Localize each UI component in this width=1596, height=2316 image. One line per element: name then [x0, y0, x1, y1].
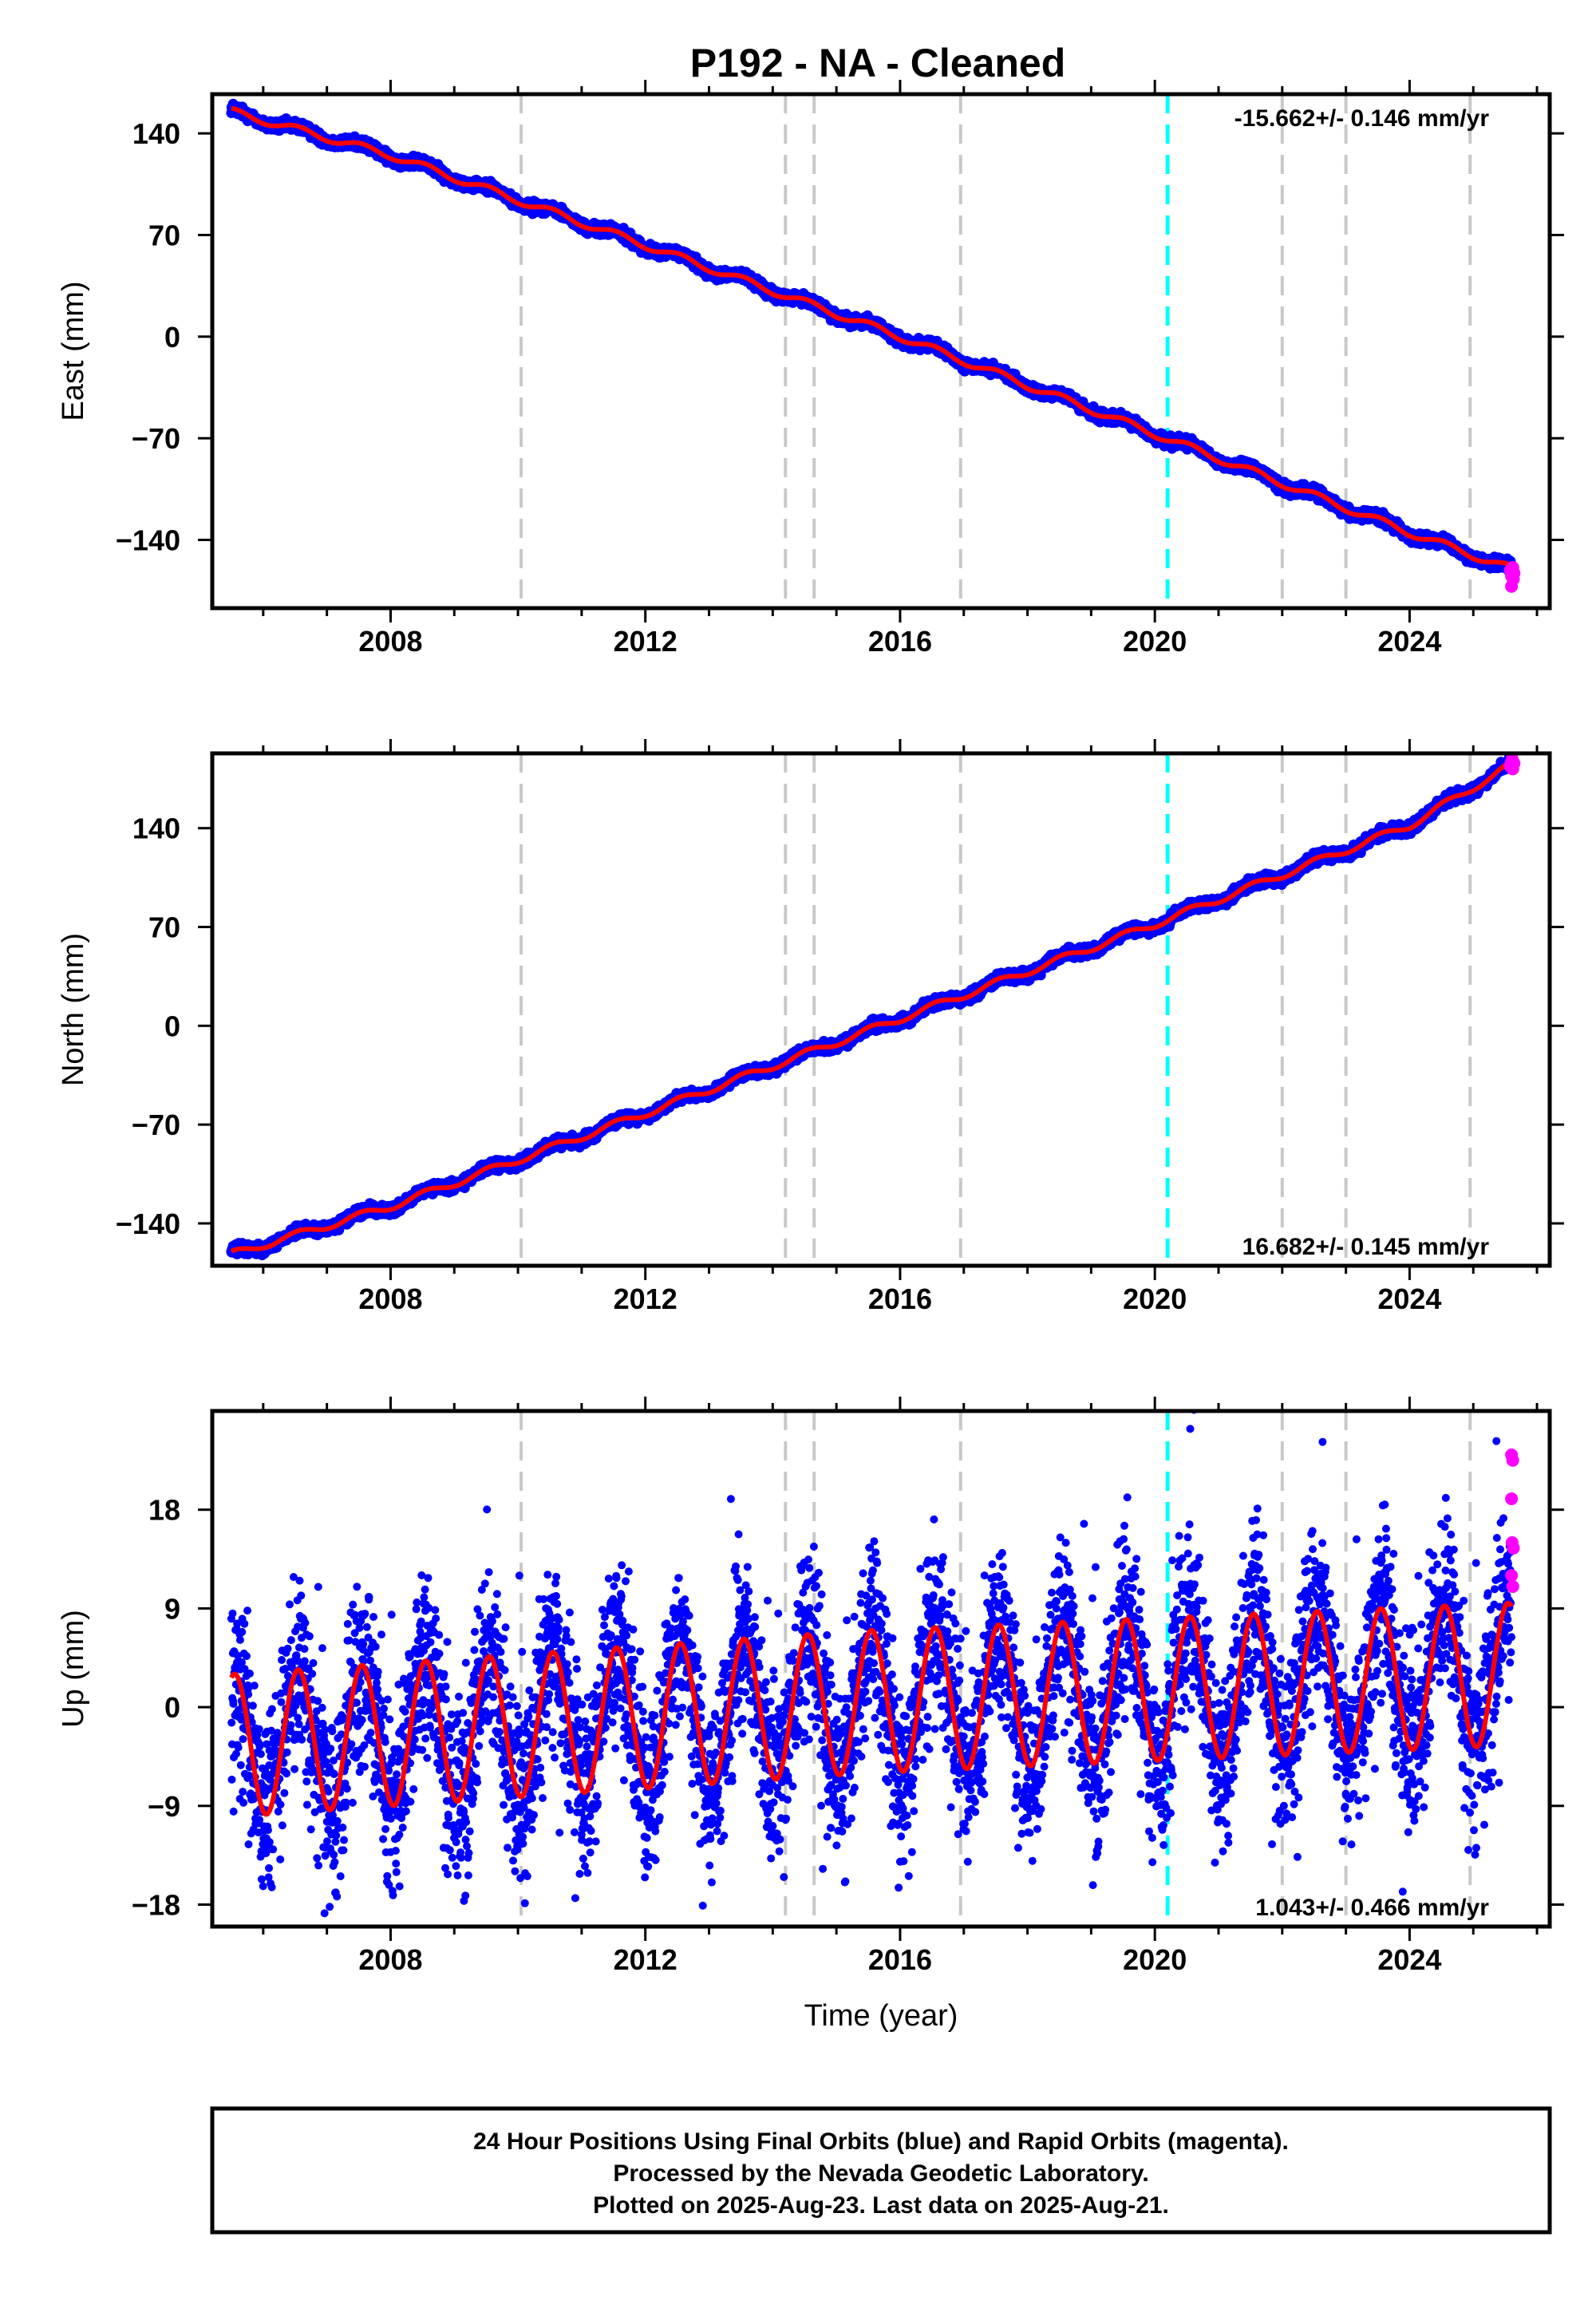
east-panel: 2008 2012 2016 2020 2024 −140 −70 0 70 140 East (m…: [57, 80, 1564, 658]
velocity-rate-label: -15.662+/- 0.146 mm/yr: [1235, 105, 1490, 132]
x-tick-label: 2024: [1377, 625, 1441, 658]
figure-title: P192 - NA - Cleaned: [690, 41, 1066, 85]
y-tick-label: 0: [164, 321, 180, 354]
y-tick-label: −140: [116, 524, 180, 556]
y-tick-label: 140: [132, 117, 180, 150]
rapid-point: [1507, 572, 1520, 586]
x-tick-label: 2020: [1123, 625, 1187, 658]
plot-area: [226, 98, 1521, 593]
final-orbit-points: [226, 98, 1517, 576]
y-tick-label: −70: [132, 422, 180, 455]
final-orbit-points: [226, 753, 1517, 1261]
rapid-orbit-points: [1503, 561, 1521, 593]
x-tick-label: 2016: [868, 625, 932, 658]
y-axis-label: East (mm): [57, 281, 90, 421]
x-tick-label: 2012: [614, 625, 678, 658]
y-tick-label: 70: [148, 219, 180, 251]
x-tick-label: 2008: [358, 625, 422, 658]
plot-area: [226, 753, 1521, 1261]
